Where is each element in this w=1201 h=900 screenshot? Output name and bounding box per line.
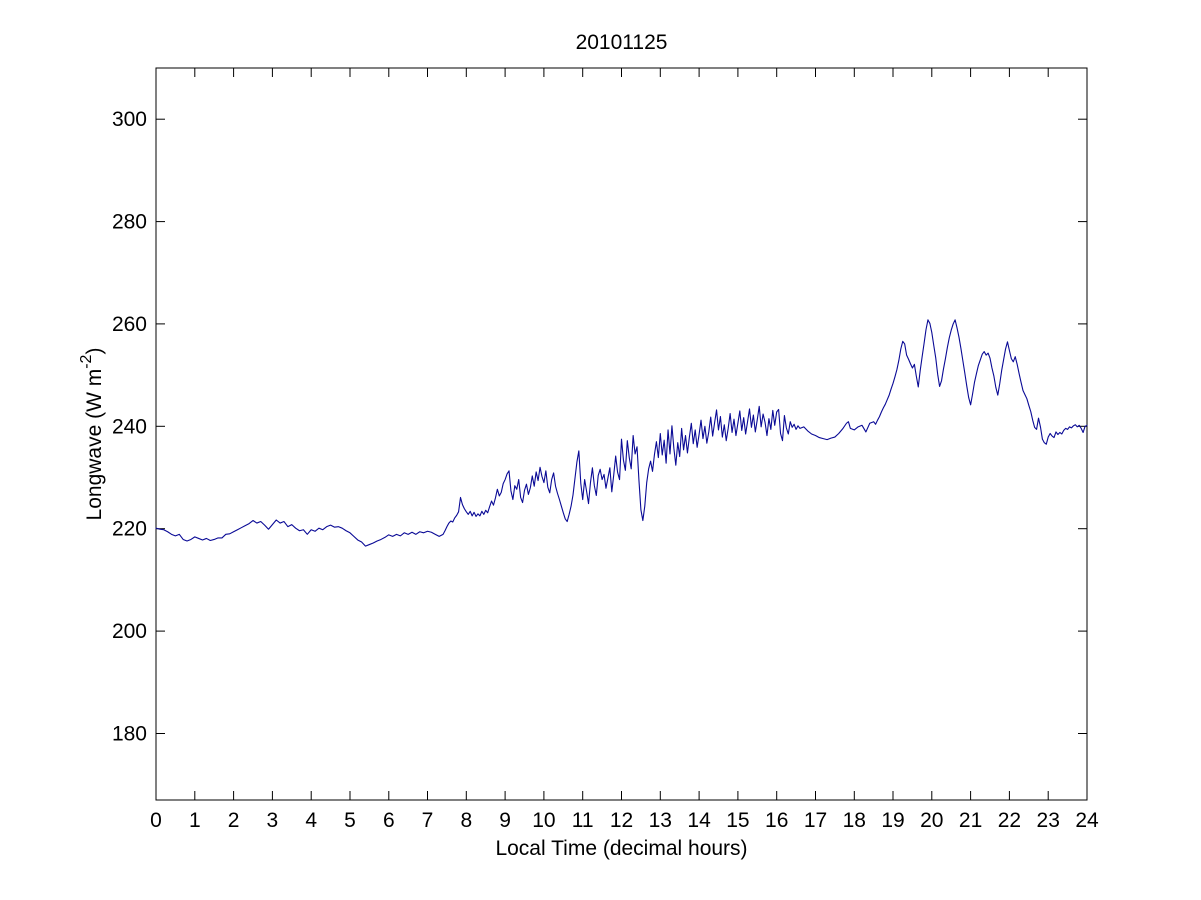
x-tick-label: 22 — [998, 809, 1021, 832]
y-tick-labels: 180 200 220 240 260 280 300 — [112, 108, 147, 745]
x-tick-label: 5 — [344, 809, 356, 832]
x-axis-label: Local Time (decimal hours) — [495, 837, 747, 860]
y-tick-label: 180 — [112, 723, 147, 746]
x-tick-labels: 0 1 2 3 4 5 6 7 8 9 10 11 12 13 14 15 16 17 18 19 20 21 22 23 24 — [150, 809, 1099, 832]
x-tick-label: 10 — [532, 809, 555, 832]
x-tick-label: 9 — [499, 809, 511, 832]
y-tick-label: 220 — [112, 518, 147, 541]
x-tick-label: 1 — [189, 809, 201, 832]
x-tick-label: 7 — [422, 809, 434, 832]
x-tick-label: 15 — [726, 809, 749, 832]
x-tick-label: 24 — [1075, 809, 1099, 832]
x-tick-label: 23 — [1037, 809, 1060, 832]
y-tick-label: 240 — [112, 415, 147, 438]
x-tick-label: 21 — [959, 809, 982, 832]
y-tick-label: 300 — [112, 108, 147, 131]
x-tick-label: 13 — [649, 809, 672, 832]
y-axis-label-superscript: -2 — [78, 354, 95, 368]
x-tick-label: 19 — [881, 809, 904, 832]
data-line — [155, 319, 1088, 547]
y-tick-label: 280 — [112, 211, 147, 234]
y-tick-label: 260 — [112, 313, 147, 336]
x-tick-label: 16 — [765, 809, 788, 832]
axis-ticks — [155, 68, 1088, 800]
x-tick-label: 12 — [610, 809, 633, 832]
x-tick-label: 3 — [267, 809, 279, 832]
x-tick-label: 4 — [305, 809, 317, 832]
x-tick-label: 2 — [228, 809, 240, 832]
chart-title: 20101125 — [576, 31, 668, 54]
y-axis-label: Longwave (W m-2) — [78, 348, 106, 521]
x-tick-label: 18 — [843, 809, 866, 832]
x-tick-label: 20 — [920, 809, 943, 832]
x-tick-label: 0 — [150, 809, 162, 832]
x-tick-label: 6 — [383, 809, 395, 832]
x-tick-label: 11 — [572, 809, 594, 832]
x-tick-label: 17 — [804, 809, 827, 832]
y-tick-label: 200 — [112, 620, 147, 643]
x-tick-label: 8 — [460, 809, 472, 832]
x-tick-label: 14 — [687, 809, 711, 832]
